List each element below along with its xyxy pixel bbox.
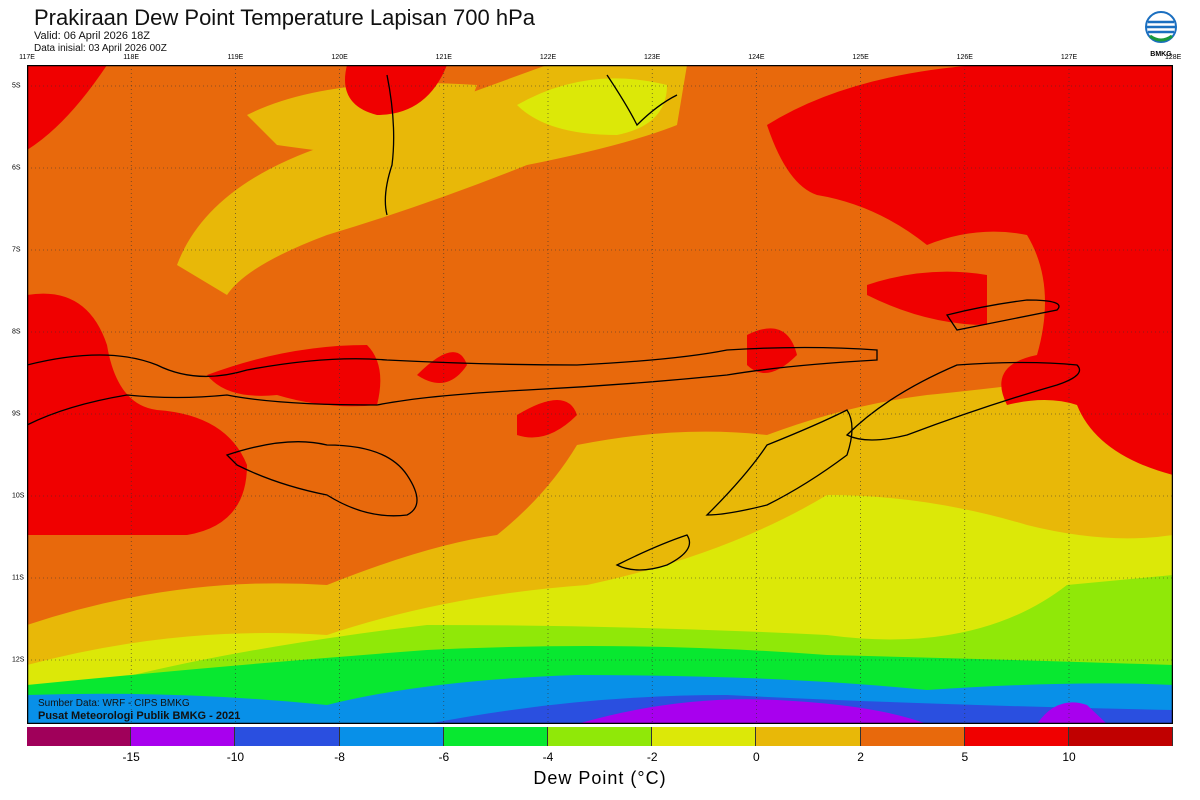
bmkg-logo: BMKG (1144, 10, 1178, 58)
colorbar-swatch (652, 727, 757, 746)
colorbar-swatch (27, 727, 132, 746)
lon-label: 126E (956, 54, 973, 61)
lon-label: 127E (1060, 54, 1078, 61)
dew-point-map (27, 65, 1173, 724)
lon-label: 122E (539, 54, 557, 61)
lat-label: 11S (12, 574, 24, 582)
colorbar (27, 727, 1174, 746)
colorbar-swatch (547, 727, 653, 746)
colorbar-swatch (131, 727, 236, 746)
colorbar-title: Dew Point (°C) (533, 768, 667, 788)
lon-label: 128E (1165, 54, 1182, 61)
colorbar-label: 0 (753, 750, 760, 764)
lat-label: 5S (12, 82, 21, 90)
lon-label: 118E (123, 54, 140, 61)
lon-label: 124E (748, 54, 765, 61)
lon-label: 121E (435, 54, 452, 61)
map-title: Prakiraan Dew Point Temperature Lapisan … (34, 5, 536, 30)
colorbar-swatch (235, 727, 340, 746)
colorbar-label: 2 (857, 750, 864, 764)
lat-label: 8S (12, 328, 21, 336)
colorbar-label: -10 (226, 750, 245, 764)
colorbar-label: -15 (122, 750, 140, 764)
colorbar-label: -2 (646, 750, 658, 764)
colorbar-swatch (860, 727, 965, 746)
colorbar-label: 10 (1062, 750, 1076, 764)
colorbar-swatch (1068, 727, 1174, 746)
init-time: Data inisial: 03 April 2026 00Z (34, 43, 167, 54)
lon-label: 120E (331, 54, 348, 61)
lat-label: 6S (12, 164, 21, 172)
colorbar-swatch (443, 727, 548, 746)
valid-time: Valid: 06 April 2026 18Z (34, 30, 150, 42)
colorbar-label: -6 (438, 750, 450, 764)
lat-label: 9S (12, 410, 21, 418)
colorbar-label: -4 (542, 750, 554, 764)
lat-label: 7S (12, 246, 21, 254)
lon-label: 123E (644, 54, 661, 61)
source-text: Sumber Data: WRF - CIPS BMKG (38, 698, 190, 709)
credit-text: Pusat Meteorologi Publik BMKG - 2021 (38, 710, 241, 722)
lat-label: 12S (12, 656, 25, 664)
colorbar-swatch (339, 727, 444, 746)
colorbar-label: 5 (961, 750, 969, 764)
lon-label: 117E (19, 54, 35, 61)
colorbar-swatch (964, 727, 1069, 746)
lat-label: 10S (12, 492, 25, 500)
lon-label: 119E (227, 54, 244, 61)
lon-label: 125E (852, 54, 869, 61)
colorbar-label: -8 (334, 750, 345, 764)
colorbar-swatch (756, 727, 861, 746)
